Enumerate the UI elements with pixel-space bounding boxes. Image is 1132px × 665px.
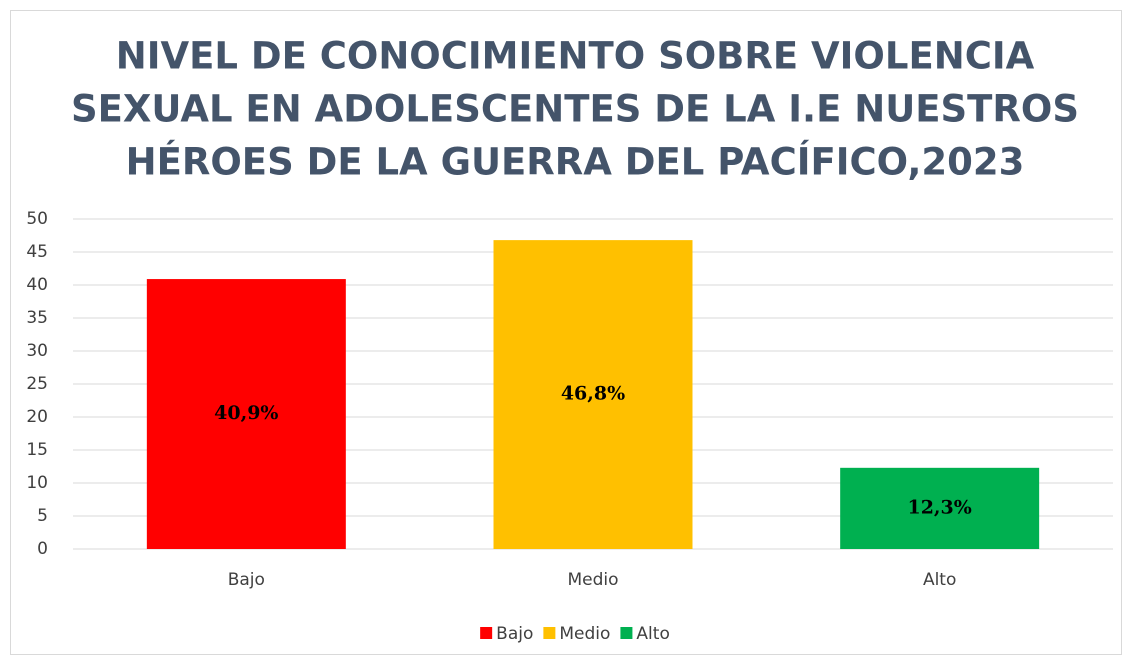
- legend-swatch: [543, 627, 556, 639]
- y-tick-label: 45: [26, 242, 48, 262]
- chart-title: SEXUAL EN ADOLESCENTES DE LA I.E NUESTRO…: [71, 88, 1079, 131]
- data-label: 12,3%: [907, 496, 971, 518]
- legend-swatch: [480, 627, 493, 639]
- chart-title: NIVEL DE CONOCIMIENTO SOBRE VIOLENCIA: [116, 35, 1035, 78]
- y-tick-label: 35: [26, 308, 48, 328]
- y-tick-label: 0: [37, 539, 48, 559]
- legend-swatch: [620, 627, 633, 639]
- bar: [840, 467, 1040, 549]
- legend-label: Alto: [636, 624, 669, 644]
- bar: [493, 240, 693, 549]
- x-tick-label: Alto: [923, 570, 956, 590]
- data-label: 46,8%: [561, 383, 625, 405]
- bar: [146, 279, 346, 549]
- x-tick-label: Bajo: [228, 570, 265, 590]
- chart-title: HÉROES DE LA GUERRA DEL PACÍFICO,2023: [126, 140, 1025, 184]
- y-tick-label: 50: [26, 209, 48, 229]
- legend-label: Medio: [559, 624, 610, 644]
- y-tick-label: 20: [26, 407, 48, 427]
- y-tick-label: 25: [26, 374, 48, 394]
- legend-label: Bajo: [496, 624, 533, 644]
- x-tick-label: Medio: [567, 570, 618, 590]
- y-tick-label: 15: [26, 440, 48, 460]
- data-label: 40,9%: [214, 402, 278, 424]
- y-tick-label: 5: [37, 506, 48, 526]
- y-tick-label: 40: [26, 275, 48, 295]
- y-tick-label: 30: [26, 341, 48, 361]
- y-tick-label: 10: [26, 473, 48, 493]
